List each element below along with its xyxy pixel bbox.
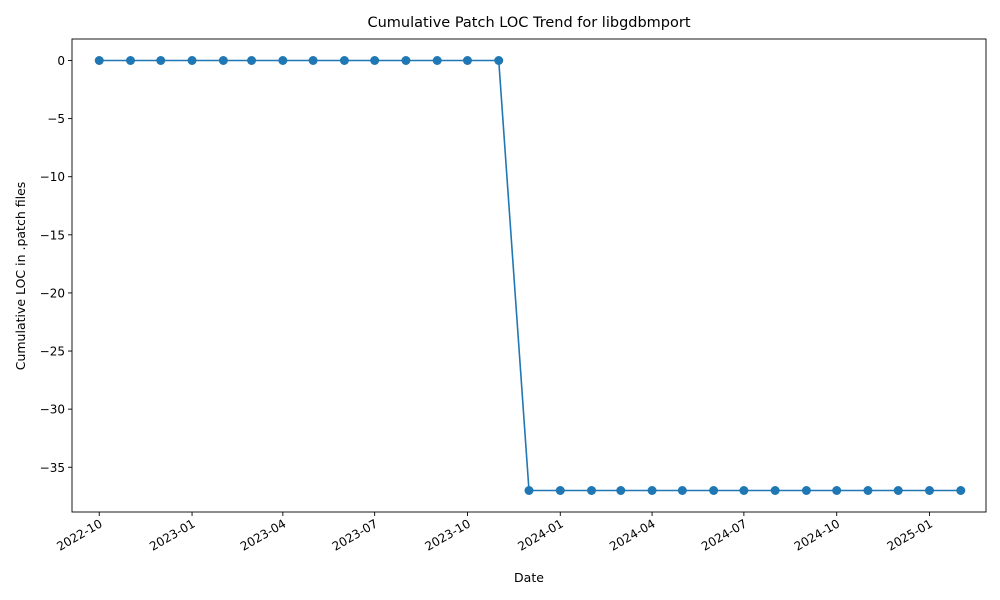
data-point — [524, 486, 534, 495]
data-point — [401, 56, 411, 65]
data-point — [709, 486, 719, 495]
chart-title: Cumulative Patch LOC Trend for libgdbmpo… — [367, 15, 690, 31]
data-point — [739, 486, 749, 495]
data-point — [339, 56, 349, 65]
data-point — [156, 56, 166, 65]
data-point — [462, 56, 472, 65]
data-point — [494, 56, 504, 65]
data-point — [247, 56, 257, 65]
data-point — [677, 486, 687, 495]
y-axis-label: Cumulative LOC in .patch files — [13, 182, 28, 371]
data-point — [187, 56, 197, 65]
data-point — [925, 486, 935, 495]
y-tick-label: −10 — [40, 170, 65, 184]
series-layer — [94, 56, 966, 495]
plot-frame — [71, 38, 987, 513]
y-tick-label: −25 — [40, 345, 65, 359]
y-tick-label: −5 — [47, 112, 65, 126]
y-tick-label: −20 — [40, 286, 65, 300]
data-point — [863, 486, 873, 495]
data-point — [94, 56, 104, 65]
data-point — [587, 486, 597, 495]
data-point — [801, 486, 811, 495]
data-point — [647, 486, 657, 495]
data-point — [832, 486, 842, 495]
y-tick-label: 0 — [57, 54, 65, 68]
y-tick-label: −15 — [40, 228, 65, 242]
data-point — [308, 56, 318, 65]
x-axis-label: Date — [514, 570, 544, 585]
data-point — [616, 486, 626, 495]
data-point — [278, 56, 288, 65]
data-point — [218, 56, 228, 65]
data-point — [126, 56, 136, 65]
data-point — [770, 486, 780, 495]
data-point — [432, 56, 442, 65]
y-tick-label: −30 — [40, 403, 65, 417]
data-point — [893, 486, 903, 495]
y-axis-ticks: 0 −5 −10 −15 −20 −25 −30 −35 — [40, 54, 72, 475]
data-point — [370, 56, 380, 65]
data-point — [555, 486, 565, 495]
data-point — [956, 486, 966, 495]
y-tick-label: −35 — [40, 461, 65, 475]
